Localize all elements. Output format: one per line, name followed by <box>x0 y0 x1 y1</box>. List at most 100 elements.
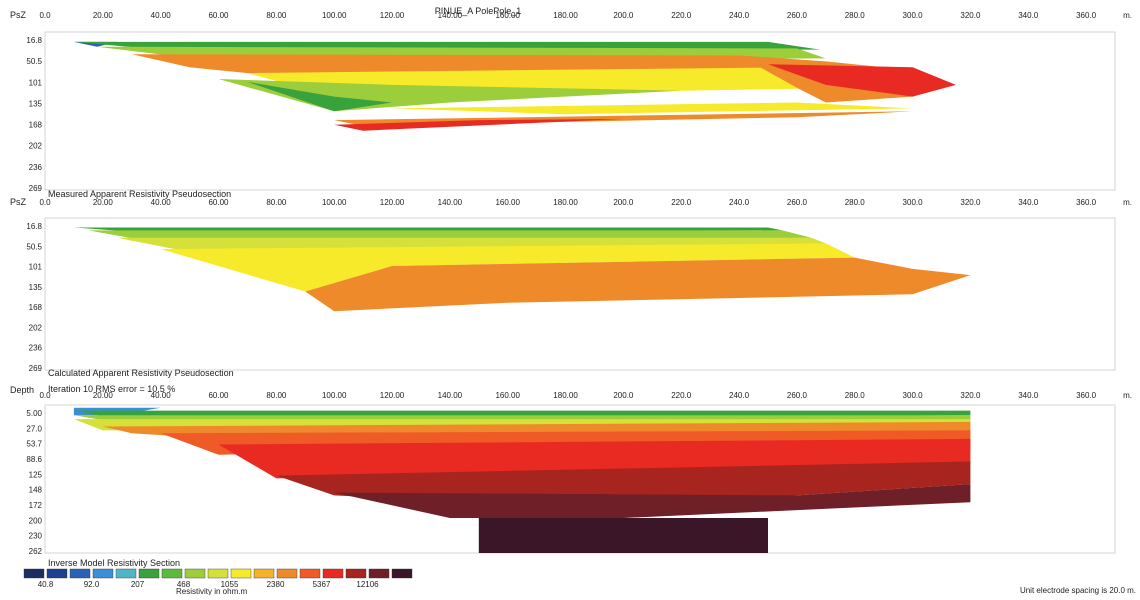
panels-group: PsZ 0.0 20.00 40.00 60.00 80.00 100.00 120.00 14… <box>10 10 1132 556</box>
y-tick-label: 148 <box>29 486 43 495</box>
legend-swatch <box>207 568 229 579</box>
x-tick-label: 60.00 <box>208 11 229 20</box>
x-tick-label: 80.00 <box>266 198 287 207</box>
x-tick-label: 300.0 <box>903 391 924 400</box>
x-tick-label: 140.00 <box>438 11 463 20</box>
resistivity-band <box>334 118 624 131</box>
resistivity-band <box>768 64 956 97</box>
x-tick-label: 160.00 <box>495 391 520 400</box>
legend-value-label: 40.8 <box>38 580 54 589</box>
y-tick-label: 50.5 <box>26 242 42 251</box>
color-legend: 40.8 92.0 207 468 1055 2380 5367 12106 <box>23 568 413 589</box>
x-tick-label: 60.00 <box>208 198 229 207</box>
panel-title: Calculated Apparent Resistivity Pseudose… <box>48 368 234 378</box>
x-tick-label: 340.0 <box>1018 391 1039 400</box>
legend-swatch <box>161 568 183 579</box>
x-tick-label: 280.0 <box>845 391 866 400</box>
x-tick-label: 220.0 <box>671 391 692 400</box>
legend-value-label: 12106 <box>356 580 379 589</box>
legend-swatch <box>23 568 45 579</box>
y-tick-label: 172 <box>29 501 43 510</box>
x-tick-label: 340.0 <box>1018 11 1039 20</box>
x-tick-label: 100.00 <box>322 391 347 400</box>
resistivity-band <box>392 102 913 115</box>
x-tick-label: 240.0 <box>729 11 750 20</box>
y-axis-label: Depth <box>10 385 34 395</box>
x-tick-label: 360.0 <box>1076 391 1097 400</box>
x-tick-label: 280.0 <box>845 198 866 207</box>
y-axis-label: PsZ <box>10 197 27 207</box>
legend-swatch <box>92 568 114 579</box>
figure-title: PINUE_A PolePole_1 <box>435 6 522 16</box>
resistivity-band <box>160 243 855 292</box>
x-tick-label: 180.00 <box>553 198 578 207</box>
x-tick-label: 140.00 <box>438 391 463 400</box>
x-tick-label: 40.00 <box>151 391 172 400</box>
x-tick-label: 260.0 <box>787 391 808 400</box>
x-tick-label: 360.0 <box>1076 11 1097 20</box>
x-tick-label: 120.00 <box>380 391 405 400</box>
legend-swatch <box>299 568 321 579</box>
legend-swatch <box>368 568 390 579</box>
x-tick-label: 220.0 <box>671 11 692 20</box>
x-tick-label: 360.0 <box>1076 198 1097 207</box>
legend-swatch <box>184 568 206 579</box>
x-tick-label: 200.0 <box>613 391 634 400</box>
resistivity-band <box>305 257 971 312</box>
panel-title: Measured Apparent Resistivity Pseudosect… <box>48 189 231 199</box>
y-tick-label: 269 <box>29 364 43 373</box>
y-tick-label: 168 <box>29 303 43 312</box>
x-tick-label: 20.00 <box>93 198 114 207</box>
x-tick-label: 200.0 <box>613 11 634 20</box>
x-tick-label: 20.00 <box>93 11 114 20</box>
y-tick-label: 200 <box>29 516 43 525</box>
x-tick-label: 0.0 <box>39 198 51 207</box>
x-tick-label: 180.00 <box>553 11 578 20</box>
legend-value-label: 92.0 <box>84 580 100 589</box>
y-tick-label: 16.8 <box>26 222 42 231</box>
x-axis-unit: m. <box>1123 11 1132 20</box>
x-tick-label: 120.00 <box>380 198 405 207</box>
y-tick-label: 202 <box>29 142 43 151</box>
legend-value-label: 468 <box>177 580 191 589</box>
legend-swatch <box>115 568 137 579</box>
legend-value-label: 5367 <box>313 580 331 589</box>
x-tick-label: 280.0 <box>845 11 866 20</box>
y-tick-label: 101 <box>29 78 43 87</box>
legend-swatch <box>230 568 252 579</box>
x-tick-label: 220.0 <box>671 198 692 207</box>
y-tick-label: 262 <box>29 547 43 556</box>
x-tick-label: 320.0 <box>960 391 981 400</box>
y-tick-label: 27.0 <box>26 424 42 433</box>
legend-swatch <box>322 568 344 579</box>
x-tick-label: 240.0 <box>729 391 750 400</box>
legend-swatch <box>69 568 91 579</box>
x-tick-label: 300.0 <box>903 198 924 207</box>
x-tick-label: 80.00 <box>266 11 287 20</box>
legend-swatch <box>345 568 367 579</box>
y-tick-label: 50.5 <box>26 57 42 66</box>
x-tick-label: 200.0 <box>613 198 634 207</box>
legend-swatch <box>46 568 68 579</box>
legend-swatch <box>276 568 298 579</box>
y-tick-label: 236 <box>29 344 43 353</box>
x-tick-label: 100.00 <box>322 11 347 20</box>
x-axis-unit: m. <box>1123 391 1132 400</box>
x-tick-label: 160.00 <box>495 11 520 20</box>
y-tick-label: 269 <box>29 184 43 193</box>
legend-value-label: 2380 <box>267 580 285 589</box>
y-tick-label: 202 <box>29 323 43 332</box>
y-tick-label: 53.7 <box>26 440 42 449</box>
x-tick-label: 80.00 <box>266 391 287 400</box>
x-tick-label: 160.00 <box>495 198 520 207</box>
y-tick-label: 88.6 <box>26 455 42 464</box>
x-tick-label: 320.0 <box>960 198 981 207</box>
y-tick-label: 168 <box>29 121 43 130</box>
x-tick-label: 60.00 <box>208 391 229 400</box>
x-axis-unit: m. <box>1123 198 1132 207</box>
panel-3: Depth 0.0 20.00 40.00 60.00 80.00 100.00 120.00… <box>10 384 1132 556</box>
x-tick-label: 20.00 <box>93 391 114 400</box>
y-tick-label: 135 <box>29 99 43 108</box>
x-tick-label: 0.0 <box>39 391 51 400</box>
